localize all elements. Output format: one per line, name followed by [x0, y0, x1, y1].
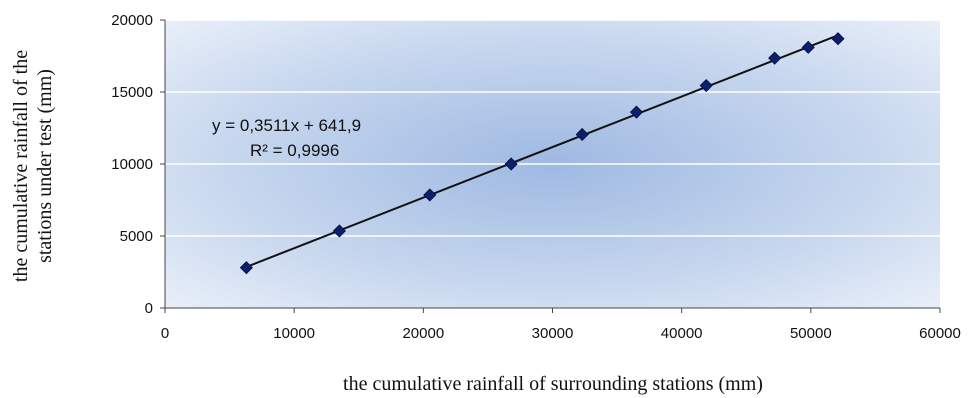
equation-label: y = 0,3511x + 641,9 — [212, 116, 361, 135]
y-tick-label-3: 15000 — [111, 84, 153, 101]
x-tick-label-5: 50000 — [790, 325, 832, 342]
trendline-group — [246, 34, 839, 268]
data-point-8 — [801, 40, 815, 54]
y-tick-label-4: 20000 — [111, 12, 153, 29]
x-tick-label-1: 10000 — [273, 325, 315, 342]
data-point-0 — [239, 261, 253, 275]
x-tick-label-0: 0 — [161, 325, 169, 342]
x-tick-label-6: 60000 — [919, 325, 961, 342]
r-squared-label: R² = 0,9996 — [250, 141, 339, 160]
y-axis-title-line-2: stations under test (mm) — [34, 69, 56, 263]
y-tick-label-2: 10000 — [111, 156, 153, 173]
x-tick-label-2: 20000 — [402, 325, 444, 342]
data-point-7 — [768, 51, 782, 65]
data-point-9 — [831, 32, 845, 46]
trendline — [246, 34, 839, 268]
data-point-4 — [575, 127, 589, 142]
data-point-6 — [699, 78, 713, 93]
data-points — [239, 32, 845, 275]
gridlines — [165, 19, 940, 237]
x-tick-label-4: 40000 — [661, 325, 703, 342]
y-tick-label-1: 5000 — [120, 228, 153, 245]
y-tick-label-0: 0 — [145, 300, 153, 317]
y-axis-title-line-1: the cumulative rainfall of the — [10, 50, 32, 282]
data-point-3 — [504, 157, 518, 171]
data-point-1 — [332, 224, 346, 238]
data-point-5 — [629, 105, 644, 119]
data-point-2 — [423, 188, 437, 202]
x-axis-title: the cumulative rainfall of surrounding s… — [343, 373, 763, 395]
x-tick-label-3: 30000 — [532, 325, 574, 342]
y-tick-labels: 0 5000 10000 15000 20000 — [111, 12, 165, 317]
x-tick-labels: 0 10000 20000 30000 40000 50000 60000 — [161, 308, 961, 342]
